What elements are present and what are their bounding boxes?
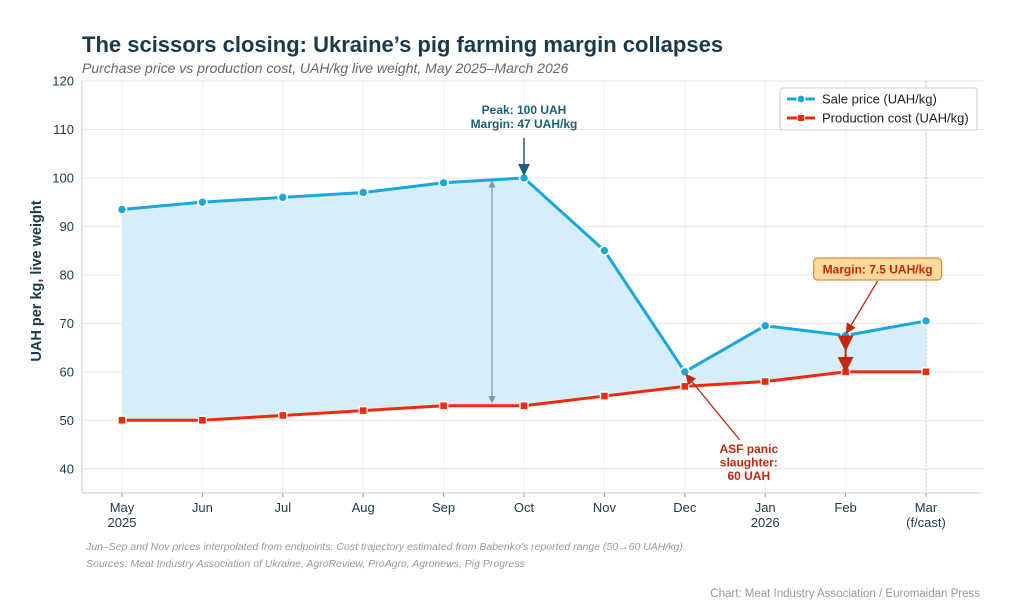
production-cost-point — [278, 410, 288, 421]
production-cost-point — [519, 401, 529, 411]
production-cost-point — [760, 376, 770, 387]
sale-price-point — [277, 192, 289, 203]
production-cost-point — [117, 415, 127, 425]
margin-box — [812, 257, 943, 281]
x-tick-label: May 2025 — [108, 500, 137, 530]
x-tick-label: Sep — [432, 500, 455, 515]
x-tick-label: Aug — [352, 500, 375, 515]
margin-fill-area — [122, 177, 926, 421]
peak-annotation: Peak: 100 UAH Margin: 47 UAH/kg — [471, 103, 578, 131]
legend-label: Sale price (UAH/kg) — [822, 92, 937, 107]
asf-arrow — [685, 373, 741, 441]
y-tick-label: 80 — [60, 267, 74, 282]
x-tick-label: Jul — [274, 500, 291, 515]
production-cost-point — [680, 381, 690, 392]
margin-annotation: Margin: 7.5 UAH/kg — [823, 263, 933, 277]
y-axis-label: UAH per kg, live weight — [29, 200, 45, 361]
x-tick-label: Feb — [834, 500, 856, 515]
sale-price-point — [920, 315, 932, 327]
footnote-interpolation: Jun–Sep and Nov prices interpolated from… — [86, 541, 686, 553]
chart-title: The scissors closing: Ukraine’s pig farm… — [82, 32, 724, 57]
y-tick-label: 110 — [53, 122, 74, 137]
sale-price-point — [357, 187, 369, 198]
production-cost-point — [921, 367, 931, 377]
y-tick-label: 60 — [60, 364, 74, 379]
sale-price-point — [116, 204, 128, 215]
x-tick-label: Jun — [192, 500, 213, 515]
production-cost-point — [599, 391, 610, 401]
legend-swatch-marker — [797, 114, 805, 122]
sale-price-point — [679, 366, 691, 378]
y-tick-label: 40 — [60, 461, 74, 476]
series-lines — [116, 172, 932, 425]
asf-annotation: ASF panic slaughter: 60 UAH — [719, 442, 778, 483]
legend-swatch-marker — [796, 94, 806, 104]
production-cost-point — [438, 401, 449, 411]
x-tick-label: Mar (f/cast) — [906, 500, 946, 530]
x-tick-label: Dec — [673, 500, 697, 515]
legend-box — [779, 87, 978, 131]
y-tick-label: 100 — [52, 170, 74, 185]
margin-pointer-arrow — [845, 280, 879, 334]
x-tick-label: Jan 2026 — [751, 500, 780, 530]
sale-price-point — [599, 245, 610, 256]
production-cost-point — [358, 405, 368, 416]
x-tick-label: Nov — [593, 500, 617, 515]
sale-price-point — [840, 330, 851, 341]
sale-price-point — [197, 196, 208, 208]
sale-price-point — [518, 172, 530, 184]
sale-price-point — [438, 177, 449, 189]
y-tick-label: 70 — [60, 316, 74, 331]
production-cost-point — [840, 367, 851, 377]
chart-subtitle: Purchase price vs production cost, UAH/k… — [82, 60, 569, 76]
axes: 40 50 60 70 80 90 100 110 120 May 2025 Jun Jul Aug Sep… — [29, 74, 983, 530]
x-tick-label: Oct — [514, 500, 535, 515]
legend-label: Production cost (UAH/kg) — [822, 111, 969, 126]
chart-credit: Chart: Meat Industry Association / Eurom… — [710, 588, 980, 600]
legend: Sale price (UAH/kg) Production cost (UAH/… — [779, 87, 978, 131]
production-cost-point — [197, 415, 208, 425]
y-tick-label: 90 — [60, 219, 74, 234]
y-tick-label: 120 — [52, 74, 74, 89]
annotations: Peak: 100 UAH Margin: 47 UAH/kg ASF panic s… — [471, 103, 943, 483]
sale-price-point — [759, 320, 771, 332]
y-tick-label: 50 — [60, 413, 74, 428]
footnote-sources: Sources: Meat Industry Association of Uk… — [86, 558, 525, 570]
margin-area — [122, 177, 926, 421]
